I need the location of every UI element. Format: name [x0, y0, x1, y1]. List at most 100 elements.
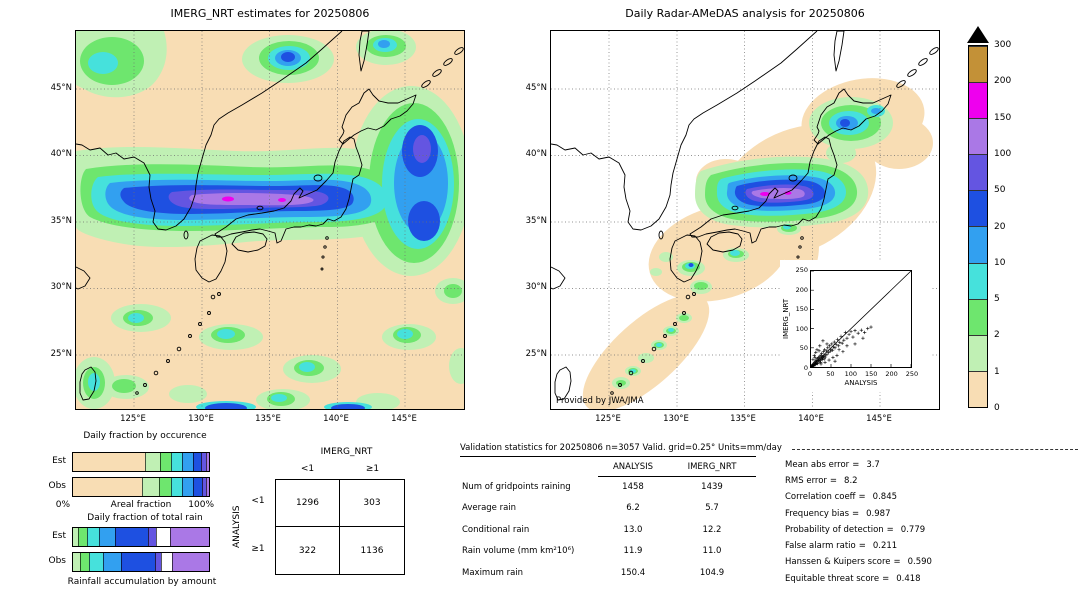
bar-segment-unshaded [155, 528, 170, 546]
colorbar-segment [969, 370, 987, 407]
stat-line-ets: Equitable threat score = 0.418 [785, 574, 924, 584]
scatter-point [847, 332, 851, 337]
contingency-row-label-1: ≥1 [251, 544, 265, 554]
stat-value: 0.987 [866, 509, 891, 519]
stat-value: 8.2 [844, 476, 858, 486]
left-lon-tick-4: 145°E [391, 414, 417, 424]
contingency-cell: 303 [340, 480, 404, 527]
bar-segment-2-5 [158, 478, 171, 496]
scatter-point [818, 360, 823, 365]
occurrence-bar-obs [72, 477, 210, 497]
occurrence-bar-est [72, 452, 210, 472]
scatter-point [813, 362, 817, 366]
scatter-point [845, 344, 849, 348]
total-rain-row-label-est: Est [52, 531, 66, 541]
bar-segment-20-50 [192, 478, 203, 496]
equals-sign: = [886, 525, 894, 535]
scatter-point [862, 330, 867, 335]
right-lon-tick-2: 135°E [730, 414, 756, 424]
bar-segment-1-2 [145, 453, 161, 471]
contingency-cell-hit-miss: 1296 [276, 480, 340, 527]
bar-segment-0-1 [73, 478, 143, 496]
right-lat-tick-1: 40°N [525, 149, 547, 159]
equals-sign: = [893, 557, 901, 567]
scatter-point [833, 346, 837, 350]
inset-y-tick-label: 100 [795, 324, 808, 333]
validation-row-label: Num of gridpoints raining [462, 482, 571, 492]
right-lon-tick-1: 130°E [663, 414, 689, 424]
precip-layer-magenta [222, 196, 286, 202]
scatter-point [818, 344, 822, 348]
colorbar-labels: 300 200 150 100 50 20 10 5 2 1 0 [994, 40, 1034, 413]
inset-y-tick-label: 200 [795, 285, 808, 294]
colorbar-tick-label: 1 [994, 366, 1000, 377]
inset-x-tick-label: 200 [885, 370, 898, 378]
scatter-point [830, 342, 834, 346]
left-lat-tick-1: 40°N [50, 149, 72, 159]
bar-segment-100-150 [206, 478, 209, 496]
stat-label: False alarm ratio [785, 541, 856, 551]
scatter-point [838, 340, 842, 345]
occurrence-x-max-label: 100% [188, 500, 214, 510]
validation-value-imerg: 5.7 [705, 503, 719, 513]
scatter-point [843, 330, 848, 335]
scatter-point [842, 338, 846, 342]
contingency-table: 1296 303 322 1136 [275, 479, 405, 575]
scatter-point [811, 357, 815, 362]
total-rain-title: Daily fraction of total rain [87, 513, 203, 523]
scatter-point [820, 358, 824, 362]
inset-points [810, 270, 912, 369]
stat-value: 3.7 [866, 460, 880, 470]
bar-segment-10-20 [181, 478, 193, 496]
validation-value-analysis: 13.0 [623, 525, 643, 535]
scatter-point [853, 328, 857, 333]
inset-x-tick-label: 250 [905, 370, 919, 378]
bar-segment-2-5 [78, 528, 87, 546]
inset-x-ticklabels: 0 50 100 150 200 250 [780, 260, 930, 392]
scatter-point [820, 351, 824, 356]
validation-header-rule [598, 476, 756, 477]
scatter-point [814, 362, 818, 367]
validation-value-analysis: 11.9 [623, 546, 643, 556]
total-rain-xlabel: Rainfall accumulation by amount [67, 577, 217, 587]
scatter-point [812, 353, 816, 358]
bar-segment-10-20 [102, 553, 121, 571]
contingency-cell: 322 [276, 527, 340, 574]
validation-row-label: Maximum rain [462, 568, 524, 578]
left-lon-tick-1: 130°E [188, 414, 214, 424]
right-lon-tick-4: 145°E [866, 414, 892, 424]
bar-segment-20-50 [192, 453, 201, 471]
total-rain-row-label-obs: Obs [48, 556, 67, 566]
right-lon-tick-0: 125°E [595, 414, 621, 424]
scatter-point [869, 325, 873, 329]
inset-x-tick-label: 50 [826, 370, 835, 378]
bar-segment-5-10 [170, 453, 182, 471]
stat-label: Frequency bias [785, 509, 850, 519]
equals-sign: = [858, 541, 866, 551]
validation-title-rule [460, 456, 756, 457]
scatter-point [859, 328, 864, 332]
inset-x-tick-label: 100 [844, 370, 857, 378]
colorbar-overflow-triangle [967, 26, 989, 43]
inset-y-ticklabels: 0 50 100 150 200 250 [780, 260, 808, 392]
left-map-canvas [73, 29, 473, 413]
grid-lines [76, 31, 464, 409]
right-map-title: Daily Radar-AMeDAS analysis for 20250806 [625, 7, 865, 20]
colorbar-tick-label: 10 [994, 257, 1006, 268]
scatter-point [837, 348, 841, 352]
validation-row-label: Rain volume (mm km²10⁶) [462, 546, 575, 556]
bar-segment-2-5 [79, 553, 90, 571]
contingency-row-label-0: <1 [251, 496, 265, 506]
stat-value: 0.779 [900, 525, 926, 535]
inset-y-tick-label: 50 [799, 344, 808, 353]
colorbar-tick-label: 200 [994, 76, 1012, 87]
contingency-col-label-1: ≥1 [365, 464, 380, 474]
scatter-point [822, 357, 826, 361]
validation-title: Validation statistics for 20250806 n=305… [460, 443, 782, 453]
bar-segment-2-5 [160, 453, 171, 471]
scatter-point [845, 336, 849, 340]
colorbar-tick-label: 0 [994, 403, 1000, 413]
scatter-point [841, 349, 845, 354]
scatter-point [827, 344, 832, 348]
inset-xlabel: ANALYSIS [844, 379, 878, 387]
